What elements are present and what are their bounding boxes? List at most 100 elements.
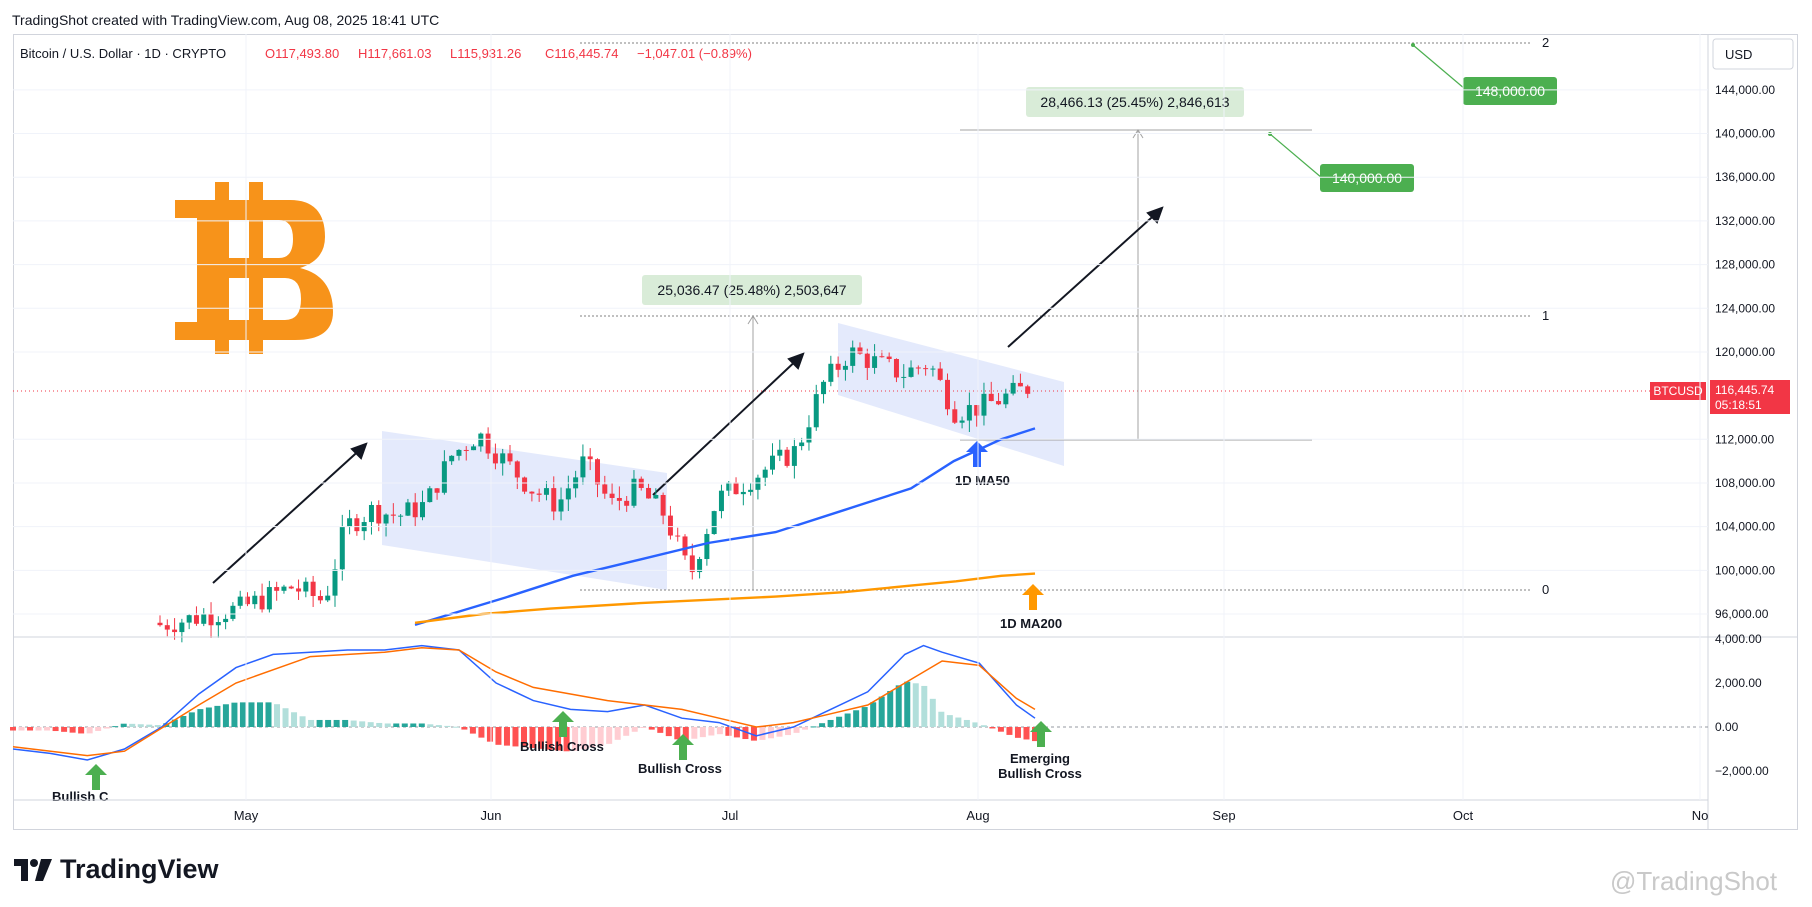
candle-body <box>266 587 272 610</box>
candle-body <box>682 536 688 556</box>
candle-body <box>631 478 637 506</box>
candle-body <box>901 376 907 378</box>
candle-body <box>704 534 710 560</box>
histogram-bar <box>716 727 723 735</box>
candle-body <box>974 405 980 416</box>
descending-channel-2 <box>838 323 1064 466</box>
candle-body <box>543 488 549 495</box>
ticker-tag-text: BTCUSD <box>1653 384 1703 398</box>
candle-body <box>274 587 280 591</box>
candle-body <box>1010 382 1016 394</box>
price-tick-label: 128,000.00 <box>1715 258 1775 272</box>
candle-body <box>879 356 885 358</box>
candle-body <box>186 615 192 623</box>
candle-body <box>507 453 513 462</box>
candle-body <box>580 456 586 478</box>
histogram-bar <box>733 727 740 738</box>
histogram-bar <box>325 719 332 727</box>
histogram-bar <box>887 690 894 727</box>
candle-body <box>310 581 316 596</box>
histogram-bar <box>980 725 987 727</box>
bullish-cross-arrow-1-icon <box>85 764 107 790</box>
histogram-bar <box>393 723 400 727</box>
histogram-bar <box>614 727 621 740</box>
histogram-bar <box>401 723 408 727</box>
candle-body <box>172 629 178 633</box>
candle-body <box>653 494 659 499</box>
currency-button[interactable] <box>1712 38 1794 70</box>
candle-body <box>500 453 506 464</box>
chart-frame <box>13 34 1798 830</box>
currency-label: USD <box>1725 47 1752 62</box>
macd-axis[interactable]: −2,000.00 0.00 2,000.00 4,000.00 <box>1715 632 1769 778</box>
histogram-bar <box>44 727 51 731</box>
candle-body <box>711 511 717 535</box>
histogram-bar <box>572 727 579 751</box>
histogram-bar <box>95 727 102 731</box>
histogram-bar <box>878 696 885 727</box>
candle-body <box>1025 386 1031 394</box>
ohlc-open: O117,493.80 <box>265 46 339 61</box>
candle-body <box>813 394 819 428</box>
histogram-bar <box>546 727 553 750</box>
emerging-cross-arrow-icon <box>1030 721 1052 747</box>
candle-body <box>762 469 768 478</box>
tradingview-logo-icon <box>14 858 52 881</box>
candle-body <box>529 491 535 494</box>
candle-body <box>449 455 455 462</box>
candle-body <box>179 622 185 633</box>
emerging-label-1: Emerging <box>1010 751 1070 766</box>
bullish-cross-cut-label: Bullish C <box>52 789 109 804</box>
measure-1-text: 25,036.47 (25.48%) 2,503,647 <box>657 282 846 298</box>
histogram-bar <box>78 727 85 734</box>
histogram-bar <box>759 727 766 740</box>
histogram-bar <box>86 727 93 734</box>
histogram-bar <box>725 727 732 736</box>
candle-body <box>616 497 622 501</box>
candle-body <box>937 368 943 380</box>
histogram-bar <box>563 727 570 752</box>
histogram-bar <box>521 727 527 748</box>
candle-body <box>930 368 936 370</box>
candle-body <box>864 353 870 368</box>
ma200-label: 1D MA200 <box>1000 616 1062 631</box>
histogram-bar <box>691 727 698 739</box>
histogram-bar <box>972 722 979 727</box>
candle-body <box>463 449 469 451</box>
candle-body <box>609 493 615 498</box>
tradingview-logo: TradingView <box>14 854 219 885</box>
signal-line <box>12 647 1036 757</box>
candle-body <box>646 487 652 499</box>
price-axis[interactable]: 96,000.00 100,000.00 104,000.00 108,000.00 1… <box>13 83 1775 621</box>
candle-body <box>587 456 593 460</box>
bullish-cross-arrow-3-icon <box>672 734 694 760</box>
histogram-bar <box>52 727 59 732</box>
histogram-bar <box>861 707 868 727</box>
time-axis[interactable]: May Jun Jul Aug Sep Oct No <box>234 34 1709 823</box>
histogram-bar <box>112 726 119 728</box>
candle-body <box>296 588 302 592</box>
histogram-bar <box>316 719 323 727</box>
fib-label-1: 1 <box>1542 308 1549 323</box>
bar-countdown: 05:18:51 <box>1715 398 1762 412</box>
candles <box>157 340 1031 643</box>
trend-arrow-2 <box>652 355 802 496</box>
time-tick-label: No <box>1692 808 1709 823</box>
candle-body <box>492 453 498 464</box>
price-tick-label: 132,000.00 <box>1715 214 1775 228</box>
histogram-bar <box>248 702 255 727</box>
histogram-bar <box>793 727 800 733</box>
candle-body <box>689 555 695 573</box>
histogram-bar <box>946 715 953 727</box>
histogram-bar <box>486 727 493 742</box>
candle-body <box>886 356 892 359</box>
candle-body <box>857 347 863 354</box>
candle-body <box>565 488 571 500</box>
candle-body <box>660 494 666 516</box>
bullish-cross-label-1: Bullish Cross <box>520 739 604 754</box>
trend-arrow-3 <box>1007 209 1161 348</box>
histogram-bar <box>171 719 178 727</box>
candle-body <box>245 596 250 605</box>
candle-body <box>347 518 353 528</box>
